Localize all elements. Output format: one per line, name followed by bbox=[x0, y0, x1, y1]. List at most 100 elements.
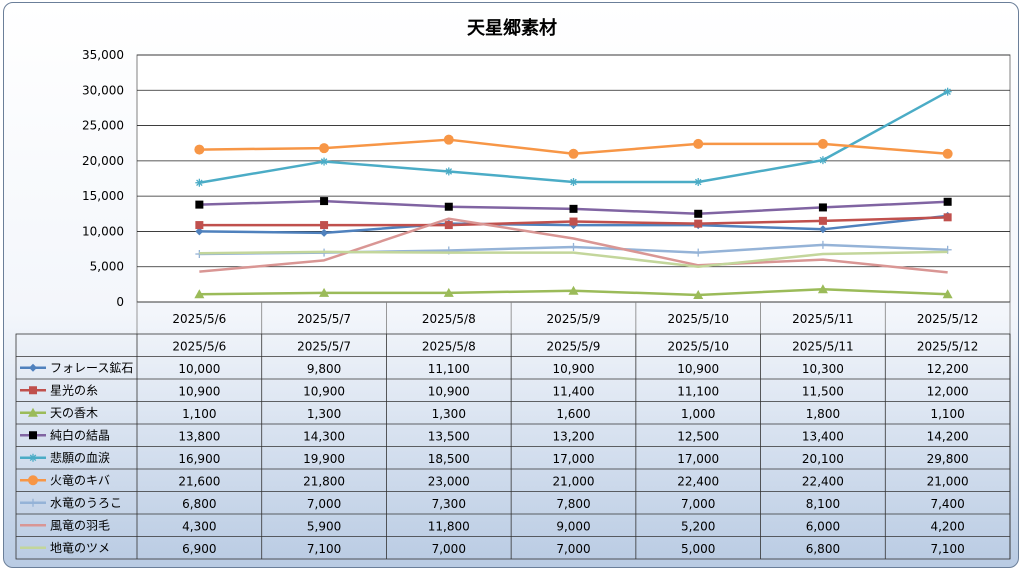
data-point bbox=[320, 157, 329, 166]
data-point bbox=[818, 225, 827, 234]
data-point bbox=[942, 289, 953, 299]
y-tick-label: 5,000 bbox=[90, 260, 124, 274]
x-tick-label: 2025/5/12 bbox=[917, 312, 979, 326]
data-point bbox=[817, 284, 828, 294]
table-cell: 6,900 bbox=[182, 542, 216, 556]
table-cell: 1,100 bbox=[930, 407, 964, 421]
data-point bbox=[194, 289, 205, 299]
data-point bbox=[569, 178, 578, 187]
series-lines bbox=[194, 87, 953, 299]
x-tick-label: 2025/5/7 bbox=[297, 312, 351, 326]
series-2 bbox=[195, 213, 952, 230]
legend-key bbox=[20, 363, 46, 372]
x-tick-label: 2025/5/9 bbox=[547, 312, 601, 326]
table-cell: 21,800 bbox=[303, 474, 345, 488]
table-header-cell: 2025/5/12 bbox=[917, 339, 979, 353]
table-cell: 6,000 bbox=[806, 519, 840, 533]
table-cell: 10,900 bbox=[428, 384, 470, 398]
table-header-cell: 2025/5/8 bbox=[422, 339, 476, 353]
table-cell: 14,200 bbox=[927, 429, 969, 443]
table-cell: 7,000 bbox=[432, 542, 466, 556]
table-cell: 17,000 bbox=[553, 452, 595, 466]
x-tick-label: 2025/5/6 bbox=[172, 312, 226, 326]
table-header-cell: 2025/5/11 bbox=[792, 339, 854, 353]
table-cell: 12,500 bbox=[677, 429, 719, 443]
table-cell: 7,100 bbox=[307, 542, 341, 556]
data-point bbox=[943, 197, 952, 206]
data-point bbox=[568, 148, 579, 159]
data-point bbox=[29, 386, 37, 395]
series-9 bbox=[199, 250, 948, 268]
data-point bbox=[320, 228, 329, 237]
data-point bbox=[569, 204, 578, 213]
chart-frame: 天星郷素材 0 5,000 10,000 15,000 20,000 25,000 30,0… bbox=[3, 2, 1019, 568]
table-cell: 1,300 bbox=[307, 407, 341, 421]
legend-label: 風竜の羽毛 bbox=[50, 518, 110, 532]
table-cell: 14,300 bbox=[303, 429, 345, 443]
data-point bbox=[443, 287, 454, 297]
data-point bbox=[320, 197, 329, 206]
series-8 bbox=[199, 217, 948, 274]
y-tick-label: 20,000 bbox=[82, 154, 124, 168]
series-4 bbox=[195, 197, 952, 218]
legend-key bbox=[20, 386, 46, 395]
table-cell: 7,300 bbox=[432, 497, 466, 511]
data-point bbox=[694, 209, 703, 218]
data-point bbox=[943, 213, 952, 222]
table-cell: 4,300 bbox=[182, 519, 216, 533]
table-cell: 1,000 bbox=[681, 407, 715, 421]
table-cell: 17,000 bbox=[677, 452, 719, 466]
table-cell: 5,900 bbox=[307, 519, 341, 533]
table-header-cell: 2025/5/10 bbox=[667, 339, 729, 353]
legend-label: 地竜のツメ bbox=[50, 541, 110, 555]
series-line bbox=[199, 217, 948, 274]
y-tick-label: 25,000 bbox=[82, 119, 124, 133]
data-point bbox=[818, 203, 827, 212]
legend-label: 純白の結晶 bbox=[50, 427, 110, 442]
table-cell: 1,600 bbox=[556, 407, 590, 421]
y-tick-label: 10,000 bbox=[82, 224, 124, 238]
table-cell: 10,000 bbox=[178, 362, 220, 376]
table-cell: 5,200 bbox=[681, 519, 715, 533]
table-cell: 13,200 bbox=[553, 429, 595, 443]
data-point bbox=[320, 221, 329, 230]
data-point bbox=[319, 143, 330, 154]
data-table: 2025/5/6 2025/5/7 2025/5/8 2025/5/9 2025/5/1… bbox=[15, 333, 1011, 560]
legend-label: 悲願の血涙 bbox=[50, 450, 110, 465]
data-point bbox=[694, 219, 703, 228]
table-cell: 9,000 bbox=[556, 519, 590, 533]
data-point bbox=[29, 453, 37, 462]
data-point bbox=[818, 216, 827, 225]
table-cell: 4,200 bbox=[930, 519, 964, 533]
table-cell: 7,000 bbox=[681, 497, 715, 511]
gridlines bbox=[137, 54, 1010, 303]
table-cell: 10,900 bbox=[553, 362, 595, 376]
table-cell: 6,800 bbox=[182, 497, 216, 511]
series-3 bbox=[194, 284, 953, 299]
table-cell: 11,100 bbox=[428, 362, 470, 376]
data-point bbox=[694, 178, 703, 187]
table-header-cell: 2025/5/7 bbox=[297, 339, 351, 353]
table-cell: 1,300 bbox=[432, 407, 466, 421]
table-cell: 9,800 bbox=[307, 362, 341, 376]
data-point bbox=[28, 475, 38, 486]
series-5 bbox=[195, 87, 952, 187]
data-point bbox=[195, 178, 204, 187]
table-cell: 21,000 bbox=[553, 474, 595, 488]
chart-title: 天星郷素材 bbox=[467, 17, 557, 39]
table-cell: 29,800 bbox=[927, 452, 969, 466]
data-point bbox=[818, 240, 827, 249]
legend-key bbox=[20, 431, 46, 440]
line-chart: 天星郷素材 0 5,000 10,000 15,000 20,000 25,000 30,0… bbox=[15, 17, 1011, 560]
table-cell: 16,900 bbox=[178, 452, 220, 466]
x-tick-label: 2025/5/10 bbox=[667, 312, 729, 326]
data-point bbox=[29, 431, 37, 440]
data-point bbox=[195, 200, 204, 209]
data-point bbox=[443, 134, 454, 145]
y-axis: 0 5,000 10,000 15,000 20,000 25,000 30,000 35,0… bbox=[82, 48, 124, 309]
legend-label: 天の香木 bbox=[50, 406, 98, 420]
table-cell: 19,900 bbox=[303, 452, 345, 466]
y-tick-label: 0 bbox=[116, 295, 124, 309]
table-cell: 1,100 bbox=[182, 407, 216, 421]
x-tick-label: 2025/5/11 bbox=[792, 312, 854, 326]
